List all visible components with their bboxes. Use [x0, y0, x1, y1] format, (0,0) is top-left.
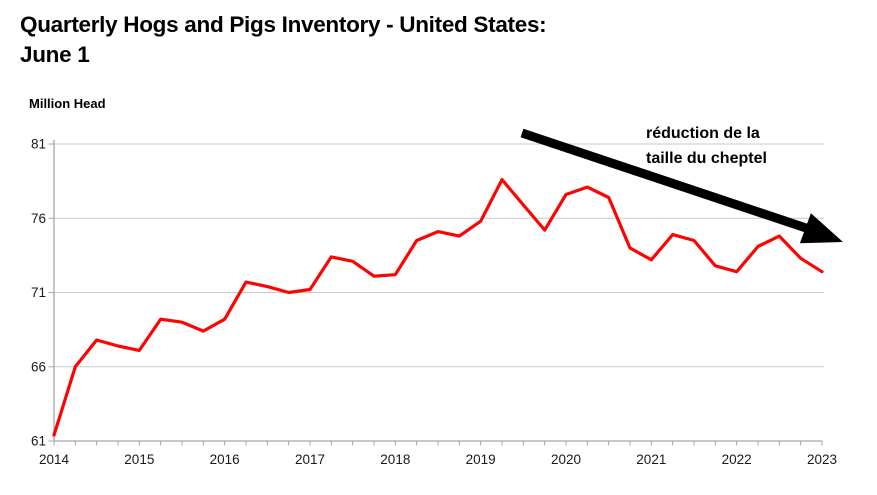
y-tick-label: 66 [31, 359, 46, 374]
x-tick-label: 2021 [636, 452, 666, 467]
chart-title-line2: June 1 [20, 42, 90, 67]
x-tick-label: 2016 [210, 452, 240, 467]
y-axis-title: Million Head [29, 96, 106, 111]
annotation-text-line2: taille du cheptel [646, 149, 767, 167]
y-tick-label: 61 [31, 434, 46, 449]
y-tick-label: 81 [31, 137, 46, 152]
y-tick-label: 76 [31, 211, 46, 226]
x-tick-label: 2019 [466, 452, 496, 467]
x-tick-label: 2017 [295, 452, 325, 467]
chart-title: Quarterly Hogs and Pigs Inventory - Unit… [20, 10, 720, 70]
x-tick-label: 2014 [39, 452, 70, 467]
trend-arrow-head [799, 213, 843, 244]
y-tick-label: 71 [31, 285, 46, 300]
x-tick-label: 2015 [124, 452, 154, 467]
x-tick-label: 2018 [380, 452, 410, 467]
inventory-line [52, 178, 824, 437]
chart-title-line1: Quarterly Hogs and Pigs Inventory - Unit… [20, 12, 547, 37]
annotation-text: réduction de la taille du cheptel [646, 122, 767, 171]
annotation-text-line1: réduction de la [646, 125, 760, 142]
x-tick-label: 2020 [551, 452, 581, 467]
x-tick-label: 2022 [722, 452, 752, 467]
trend-arrow-shaft [520, 128, 814, 235]
x-tick-label: 2023 [807, 452, 837, 467]
